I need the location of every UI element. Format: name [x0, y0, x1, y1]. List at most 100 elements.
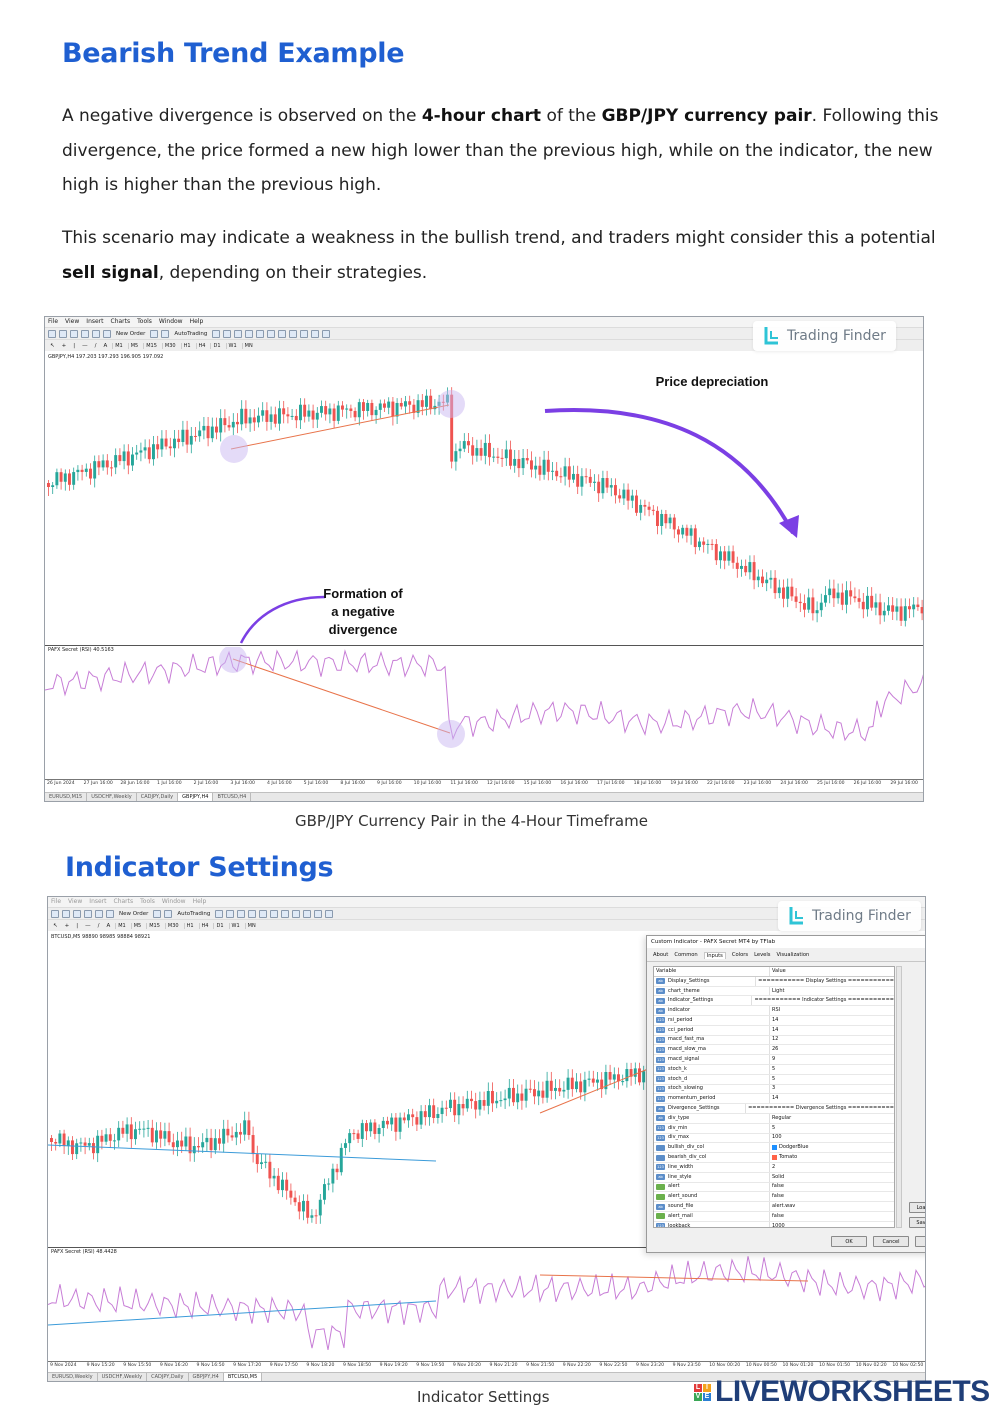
table-row[interactable]: alert_sound false — [654, 1192, 894, 1203]
tf-m1[interactable]: M1 — [115, 922, 128, 929]
autoscroll-icon[interactable] — [281, 909, 290, 918]
new-order-button[interactable]: New Order — [119, 910, 149, 917]
variable-value[interactable]: Regular — [772, 1114, 792, 1121]
price-chart[interactable] — [45, 353, 924, 645]
variable-value[interactable]: 26 — [772, 1046, 779, 1053]
menu-file[interactable]: File — [48, 318, 59, 325]
vertical-line-icon[interactable]: | — [73, 342, 76, 349]
chart-shift-icon[interactable] — [289, 329, 298, 338]
menu-window[interactable]: Window — [161, 898, 186, 905]
menu-help[interactable]: Help — [189, 318, 204, 325]
new-chart-icon[interactable] — [51, 909, 59, 918]
tf-d1[interactable]: D1 — [213, 922, 225, 929]
variable-value[interactable]: =========== Display Settings =========== — [758, 977, 894, 984]
chart-tab[interactable]: USDCHF,Weekly — [87, 793, 137, 801]
table-row[interactable]: 123 macd_signal 9 — [654, 1055, 894, 1065]
candle-chart-icon[interactable] — [226, 909, 235, 918]
text-tool-icon[interactable]: A — [103, 342, 108, 349]
table-row[interactable]: ab chart_theme Light — [654, 986, 894, 997]
autotrading-button[interactable]: AutoTrading — [177, 910, 211, 917]
menu-view[interactable]: View — [65, 318, 80, 325]
crosshair-icon[interactable]: + — [61, 342, 67, 349]
tf-h4[interactable]: H4 — [195, 342, 208, 349]
terminal-icon[interactable] — [92, 329, 100, 338]
variable-value[interactable]: alert.wav — [772, 1203, 796, 1210]
tf-m15[interactable]: M15 — [146, 922, 162, 929]
templates-icon[interactable] — [322, 329, 331, 338]
cursor-icon[interactable]: ↖ — [50, 342, 55, 349]
market-watch-icon[interactable] — [70, 329, 78, 338]
menu-tools[interactable]: Tools — [137, 318, 152, 325]
candle-chart-icon[interactable] — [223, 329, 232, 338]
menu-window[interactable]: Window — [158, 318, 183, 325]
variable-value[interactable]: false — [772, 1183, 784, 1190]
chart-tab[interactable]: GBPJPY,H4 — [178, 793, 214, 801]
table-row[interactable]: bearish_div_col Tomato — [654, 1153, 894, 1163]
menu-charts[interactable]: Charts — [113, 898, 134, 905]
variable-value[interactable]: 1000 — [772, 1222, 785, 1228]
profiles-icon[interactable] — [62, 909, 70, 918]
menu-charts[interactable]: Charts — [110, 318, 131, 325]
trendline-icon[interactable]: / — [94, 342, 97, 349]
table-row[interactable]: 123 rsi_period 14 — [654, 1015, 894, 1026]
chart-tab[interactable]: GBPJPY,H4 — [189, 1373, 224, 1381]
table-row[interactable]: bullish_div_col DodgerBlue — [654, 1143, 894, 1154]
variable-value[interactable]: Light — [772, 987, 785, 994]
variable-value[interactable]: false — [772, 1193, 784, 1200]
periods-icon[interactable] — [311, 329, 320, 338]
strategy-tester-icon[interactable] — [106, 909, 114, 918]
text-tool-icon[interactable]: A — [106, 922, 111, 929]
variable-value[interactable]: 5 — [772, 1065, 776, 1072]
menu-insert[interactable]: Insert — [86, 318, 104, 325]
tab-inputs[interactable]: Inputs — [703, 952, 726, 959]
tf-h1[interactable]: H1 — [183, 922, 196, 929]
tab-about[interactable]: About — [653, 952, 669, 958]
rsi-chart[interactable] — [45, 647, 924, 779]
chart-tab[interactable]: CADJPY,Daily — [137, 793, 179, 801]
variable-value[interactable]: 14 — [772, 1095, 779, 1102]
tf-mn[interactable]: MN — [241, 342, 255, 349]
table-row[interactable]: alert_mail false — [654, 1211, 894, 1222]
tf-m30[interactable]: M30 — [161, 342, 178, 349]
autotrading-icon[interactable] — [161, 329, 170, 338]
periods-icon[interactable] — [314, 909, 323, 918]
variable-value[interactable]: 2 — [772, 1163, 776, 1170]
variable-value[interactable]: Solid — [772, 1173, 785, 1180]
save-button[interactable]: Sav — [909, 1217, 925, 1228]
table-row[interactable]: ab Display_Settings =========== Display Se… — [654, 976, 894, 987]
table-row[interactable]: 123 line_width 2 — [654, 1162, 894, 1173]
chart-tab[interactable]: USDCHF,Weekly — [98, 1373, 148, 1381]
tab-colors[interactable]: Colors — [731, 952, 749, 958]
variable-value[interactable]: DodgerBlue — [770, 1143, 894, 1152]
variable-value[interactable]: 14 — [772, 1026, 779, 1033]
tile-windows-icon[interactable] — [270, 909, 279, 918]
variable-value[interactable]: 3 — [772, 1085, 776, 1092]
navigator-icon[interactable] — [81, 329, 89, 338]
zoom-in-icon[interactable] — [245, 329, 254, 338]
autoscroll-icon[interactable] — [278, 329, 287, 338]
metaeditor-icon[interactable] — [150, 329, 159, 338]
tf-m30[interactable]: M30 — [164, 922, 181, 929]
navigator-icon[interactable] — [84, 909, 92, 918]
horizontal-line-icon[interactable]: — — [82, 342, 88, 349]
load-button[interactable]: Loa — [909, 1202, 925, 1213]
tf-w1[interactable]: W1 — [225, 342, 239, 349]
tf-m5[interactable]: M5 — [127, 342, 141, 349]
table-scrollbar[interactable] — [896, 966, 902, 1228]
templates-icon[interactable] — [325, 909, 334, 918]
crosshair-icon[interactable]: + — [64, 922, 70, 929]
table-row[interactable]: 123 macd_fast_ma 12 — [654, 1035, 894, 1046]
tf-h1[interactable]: H1 — [180, 342, 193, 349]
zoom-in-icon[interactable] — [248, 909, 257, 918]
menu-insert[interactable]: Insert — [89, 898, 107, 905]
table-row[interactable]: 123 cci_period 14 — [654, 1025, 894, 1036]
table-row[interactable]: 123 stoch_slowing 3 — [654, 1084, 894, 1095]
new-order-button[interactable]: New Order — [116, 330, 146, 337]
variable-value[interactable]: 14 — [772, 1016, 779, 1023]
tf-m1[interactable]: M1 — [112, 342, 125, 349]
table-row[interactable]: ab line_style Solid — [654, 1172, 894, 1183]
strategy-tester-icon[interactable] — [103, 329, 111, 338]
trendline-icon[interactable]: / — [97, 922, 100, 929]
variable-value[interactable]: 12 — [772, 1036, 779, 1043]
zoom-out-icon[interactable] — [259, 909, 268, 918]
